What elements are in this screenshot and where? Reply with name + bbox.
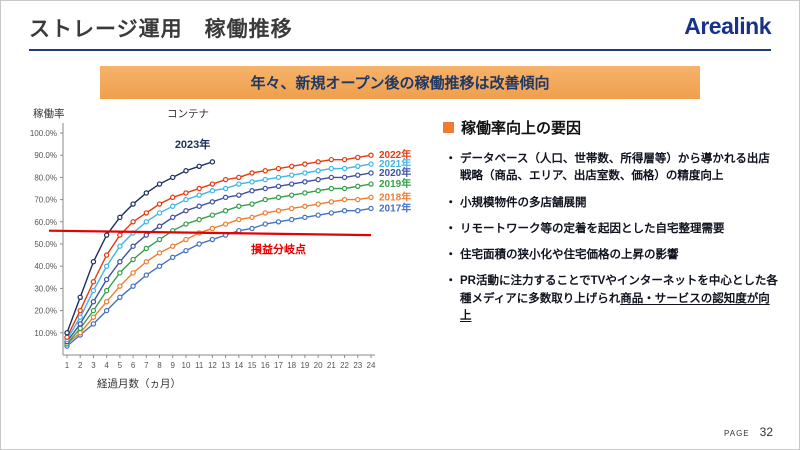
series-label: 2022年 [379, 148, 411, 161]
brand-logo: Arealink [684, 13, 771, 39]
x-tick-label: 19 [300, 361, 309, 370]
x-tick-label: 22 [340, 361, 349, 370]
series-2019年 [64, 181, 374, 347]
breakeven-line [48, 229, 372, 237]
series-2023年 [64, 159, 216, 336]
occupancy-line-chart: 10.0% 20.0% 30.0% 40.0% 50.0% 60.0% 70.0% 80.0%… [30, 107, 411, 390]
factors-list: データベース（人口、世帯数、所得層等）から導かれる出店戦略（商品、エリア、出店室… [445, 151, 781, 325]
x-tick-label: 8 [157, 361, 162, 370]
y-tick-label: 20.0% [34, 307, 57, 316]
y-tick-label: 40.0% [34, 262, 57, 271]
content-row: 10.0% 20.0% 30.0% 40.0% 50.0% 60.0% 70.0% 80.0%… [1, 99, 799, 408]
y-tick-label: 60.0% [34, 218, 57, 227]
page-title: ストレージ運用 稼働推移 [29, 18, 293, 41]
x-tick-label: 17 [274, 361, 283, 370]
chart-area: 10.0% 20.0% 30.0% 40.0% 50.0% 60.0% 70.0% 80.0%… [17, 103, 429, 408]
y-axis-title: 稼働率 [33, 107, 65, 120]
factors-panel: 稼働率向上の要因 データベース（人口、世帯数、所得層等）から導かれる出店戦略（商… [429, 103, 785, 408]
chart-title: コンテナ [167, 108, 209, 120]
x-tick-label: 24 [367, 361, 376, 370]
x-axis-title: 経過月数（ヵ月） [97, 377, 181, 390]
y-tick-label: 100.0% [30, 129, 57, 138]
orange-square-icon [443, 122, 454, 133]
factor-item: PR活動に注力することでTVやインターネットを中心とした各種メディアに多数取り上… [445, 273, 781, 325]
x-tick-label: 20 [314, 361, 323, 370]
x-tick-label: 6 [131, 361, 136, 370]
header: ストレージ運用 稼働推移 Arealink [1, 1, 799, 43]
factor-item: 住宅面積の狭小化や住宅価格の上昇の影響 [445, 247, 781, 265]
y-tick-label: 50.0% [34, 240, 57, 249]
series-label: 2019年 [379, 177, 411, 190]
x-tick-label: 21 [327, 361, 336, 370]
series-label: 2017年 [379, 201, 411, 214]
x-tick-label: 11 [195, 361, 204, 370]
y-tick-label: 80.0% [34, 173, 57, 182]
series-2021年 [64, 161, 374, 343]
page-number: 32 [759, 425, 773, 439]
series-label: 2020年 [379, 166, 411, 179]
series-label: 2021年 [379, 157, 411, 170]
series-annotation: 2023年 [175, 137, 210, 151]
x-tick-label: 7 [144, 361, 149, 370]
x-tick-label: 18 [287, 361, 296, 370]
x-tick-label: 12 [208, 361, 217, 370]
title-underline [29, 49, 771, 51]
y-tick-label: 70.0% [34, 196, 57, 205]
series-label: 2018年 [379, 190, 411, 203]
series-2017年 [64, 205, 374, 349]
series-2018年 [64, 194, 374, 347]
factor-underlined-text: 商品・サービスの認知度が向上 [460, 292, 770, 322]
x-tick-label: 4 [104, 361, 109, 370]
x-tick-label: 10 [182, 361, 191, 370]
x-tick-label: 15 [248, 361, 257, 370]
x-tick-label: 5 [118, 361, 123, 370]
x-tick-label: 2 [78, 361, 83, 370]
x-tick-label: 16 [261, 361, 270, 370]
factors-heading-label: 稼働率向上の要因 [461, 120, 582, 137]
x-tick-label: 1 [65, 361, 70, 370]
y-tick-label: 30.0% [34, 284, 57, 293]
factors-heading: 稼働率向上の要因 [443, 117, 781, 138]
x-tick-label: 13 [221, 361, 230, 370]
factor-item: 小規模物件の多店舗展開 [445, 195, 781, 213]
x-tick-label: 9 [171, 361, 176, 370]
page-footer: PAGE 32 [724, 425, 773, 439]
x-tick-label: 23 [353, 361, 362, 370]
factor-item: リモートワーク等の定着を起因とした自宅整理需要 [445, 221, 781, 239]
key-message-banner: 年々、新規オープン後の稼働推移は改善傾向 [100, 66, 700, 99]
series-2022年 [64, 152, 374, 340]
page-label: PAGE [724, 429, 750, 438]
breakeven-label: 損益分岐点 [251, 242, 306, 256]
series-2020年 [64, 170, 374, 345]
y-tick-label: 10.0% [34, 329, 57, 338]
y-tick-label: 90.0% [34, 151, 57, 160]
x-tick-label: 14 [234, 361, 243, 370]
x-tick-label: 3 [91, 361, 96, 370]
factor-item: データベース（人口、世帯数、所得層等）から導かれる出店戦略（商品、エリア、出店室… [445, 151, 781, 186]
